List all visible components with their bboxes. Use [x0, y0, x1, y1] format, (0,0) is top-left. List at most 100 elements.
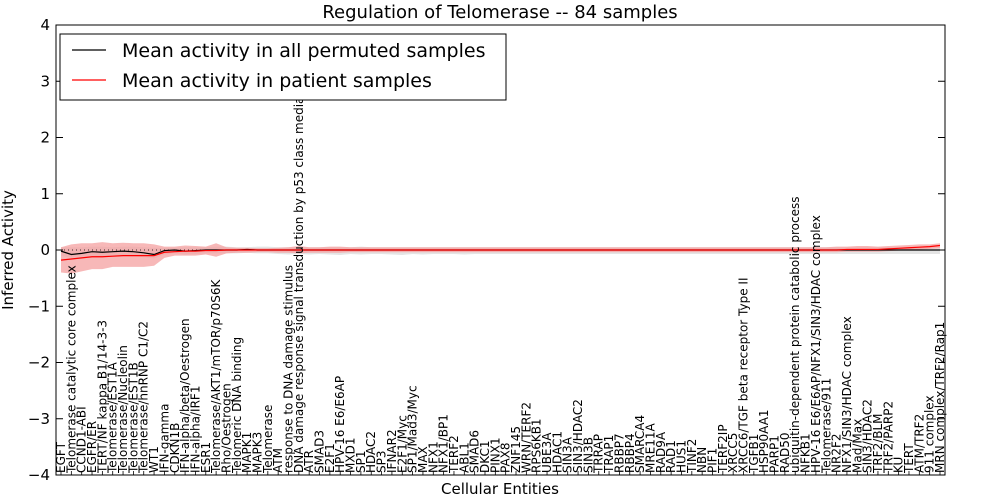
x-tick-label: RBBP7: [612, 433, 626, 473]
y-tick-label: −2: [28, 354, 50, 372]
x-tick-label: DNA damage response signal transduction …: [292, 80, 306, 473]
x-tick-label: MAPK1: [240, 432, 254, 473]
x-tick-label: Telomeric DNA binding: [230, 337, 244, 474]
x-tick-label: SIN3/HDAC2: [861, 399, 875, 473]
x-tick-label: TINF2: [685, 439, 699, 474]
x-tick-label: IFN-alpha/IRF1: [188, 386, 202, 473]
y-tick-label: −1: [28, 297, 50, 315]
y-tick-label: 0: [40, 241, 50, 259]
x-tick-label: Mad/Max: [850, 419, 864, 473]
y-tick-label: 1: [40, 185, 50, 203]
x-tick-label: WT1: [147, 446, 161, 473]
x-tick-label: Telomerase/hnRNP C1/C2: [137, 321, 151, 474]
x-tick-label: PAX8: [499, 442, 513, 473]
x-tick-label: NFX1/SIN3/HDAC complex: [840, 316, 854, 473]
y-tick-label: 4: [40, 16, 50, 34]
x-tick-label: SMAD6: [468, 430, 482, 473]
x-tick-label: IFN-alpha/beta/Oestrogen: [178, 318, 192, 473]
x-tick-label: TERF2: [447, 435, 461, 474]
x-tick-label: XRCC5: [726, 433, 740, 473]
x-tick-label: XRCC6/TGF beta receptor Type II: [737, 277, 751, 473]
x-tick-label: RAD50: [778, 432, 792, 473]
chart-title: Regulation of Telomerase -- 84 samples: [322, 2, 677, 23]
x-tick-label: HPV-16 E6/E6AP: [333, 376, 347, 473]
y-tick-label: −4: [28, 466, 50, 484]
axes: −4 −3 −2 −1 0 1 2 3 4: [28, 16, 946, 484]
x-tick-label: response to DNA damage stimulus: [282, 265, 296, 473]
x-tick-label: HDAC1: [550, 431, 564, 473]
x-tick-label: Telomerase: [261, 405, 275, 474]
legend-label-permuted: Mean activity in all permuted samples: [122, 40, 485, 62]
x-tick-label: WRN/TERF2: [519, 402, 533, 473]
x-tick-label: SIN3/HDAC2: [571, 399, 585, 473]
x-tick-label: ESR1: [199, 442, 213, 473]
x-tick-label: ZNF145: [509, 426, 523, 473]
x-tick-label: EGFT: [54, 441, 68, 473]
y-tick-label: −3: [28, 410, 50, 428]
x-tick-label: HSP90AA1: [757, 409, 771, 473]
y-tick-label: 2: [40, 129, 50, 147]
x-tick-label: TGFB1: [747, 434, 761, 474]
legend-frame: [59, 33, 507, 101]
x-tick-label: 911 complex: [923, 395, 937, 473]
x-tick-label: SP3: [375, 451, 389, 474]
x-tick-label: SMAD3: [313, 430, 327, 473]
x-tick-label: MXD1: [344, 438, 358, 473]
x-tick-label: MAPK3: [250, 432, 264, 473]
x-tick-label: ABL1: [457, 442, 471, 473]
x-tick-label: TRF2/BLM: [871, 413, 885, 474]
x-tick-label: RAD1: [664, 440, 678, 473]
x-tick-label: CDKN1B: [168, 423, 182, 473]
x-tick-label: Telomerase/AKT1/mTOR/p70S6K: [209, 278, 223, 474]
legend: Mean activity in all permuted samples Me…: [59, 33, 507, 101]
x-tick-label: KU: [892, 457, 906, 473]
x-tick-label: UBE3A: [540, 432, 554, 473]
x-tick-label: EGFR/ER: [85, 421, 99, 473]
x-tick-label: ATM/TRF2: [912, 414, 926, 473]
x-tick-label: CCND1-ABI: [75, 406, 89, 473]
x-tick-label: MRE11A: [643, 422, 657, 473]
legend-label-patient: Mean activity in patient samples: [122, 70, 432, 92]
series-lines: [56, 244, 945, 261]
x-tick-label: ATM: [271, 448, 285, 473]
x-tick-label: RBBP4: [623, 433, 637, 473]
x-tick-label: SP1: [354, 451, 368, 474]
x-tick-label: HDAC2: [364, 431, 378, 473]
y-axis-label: Inferred Activity: [0, 190, 17, 310]
x-tick-label: NFX1/BP1: [437, 414, 451, 473]
x-tick-label: Telomerase catalytic core complex: [64, 265, 78, 474]
x-tick-label: RAD9A: [654, 431, 668, 473]
x-axis-label: Cellular Entities: [441, 480, 559, 498]
x-tick-label: TERF2IP: [716, 424, 730, 474]
x-tick-label: DKC1: [478, 441, 492, 473]
x-tick-label: NBN: [695, 447, 709, 473]
x-tick-label: TRF2/PARP2: [881, 401, 895, 474]
x-tick-label: IFN-gamma: [157, 404, 171, 473]
x-tick-label: MRN complex/TRF2/Rap1: [933, 322, 947, 473]
x-tick-label: Telomerase/EST1A: [106, 361, 120, 474]
x-tick-label: Rho/Oestrogen: [219, 383, 233, 473]
x-tick-label: ubiquitin-dependent protein catabolic pr…: [788, 197, 802, 473]
x-tick-label: RPS6KB1: [530, 418, 544, 473]
x-tick-label: NFX1: [426, 441, 440, 473]
x-tick-label: SIN3B: [581, 437, 595, 473]
x-tick-label: ATR: [302, 450, 316, 473]
x-tick-label: NR2F2: [830, 434, 844, 474]
x-tick-label: TRRAP: [592, 434, 606, 474]
x-tick-label: IFNAR2: [385, 429, 399, 473]
x-tick-label: PINX1: [488, 437, 502, 473]
x-tick-label: NFKB1: [799, 433, 813, 473]
x-tick-label: SP1/Mad3/Myc: [406, 385, 420, 473]
x-tick-label: SIN3A: [561, 436, 575, 473]
x-tick-label: TERT: [902, 443, 916, 474]
x-tick-label: Telomerase/Nucleolin: [116, 345, 130, 474]
x-tick-label: Telomerase/911: [819, 378, 833, 474]
line-series-1: [60, 244, 941, 261]
x-tick-label: TERT/NF kappa B1/14-3-3: [95, 320, 109, 474]
x-tick-label: MAX: [416, 446, 430, 473]
x-tick-label: TRAP1: [602, 435, 616, 474]
x-tick-label: SMARCA4: [633, 415, 647, 473]
